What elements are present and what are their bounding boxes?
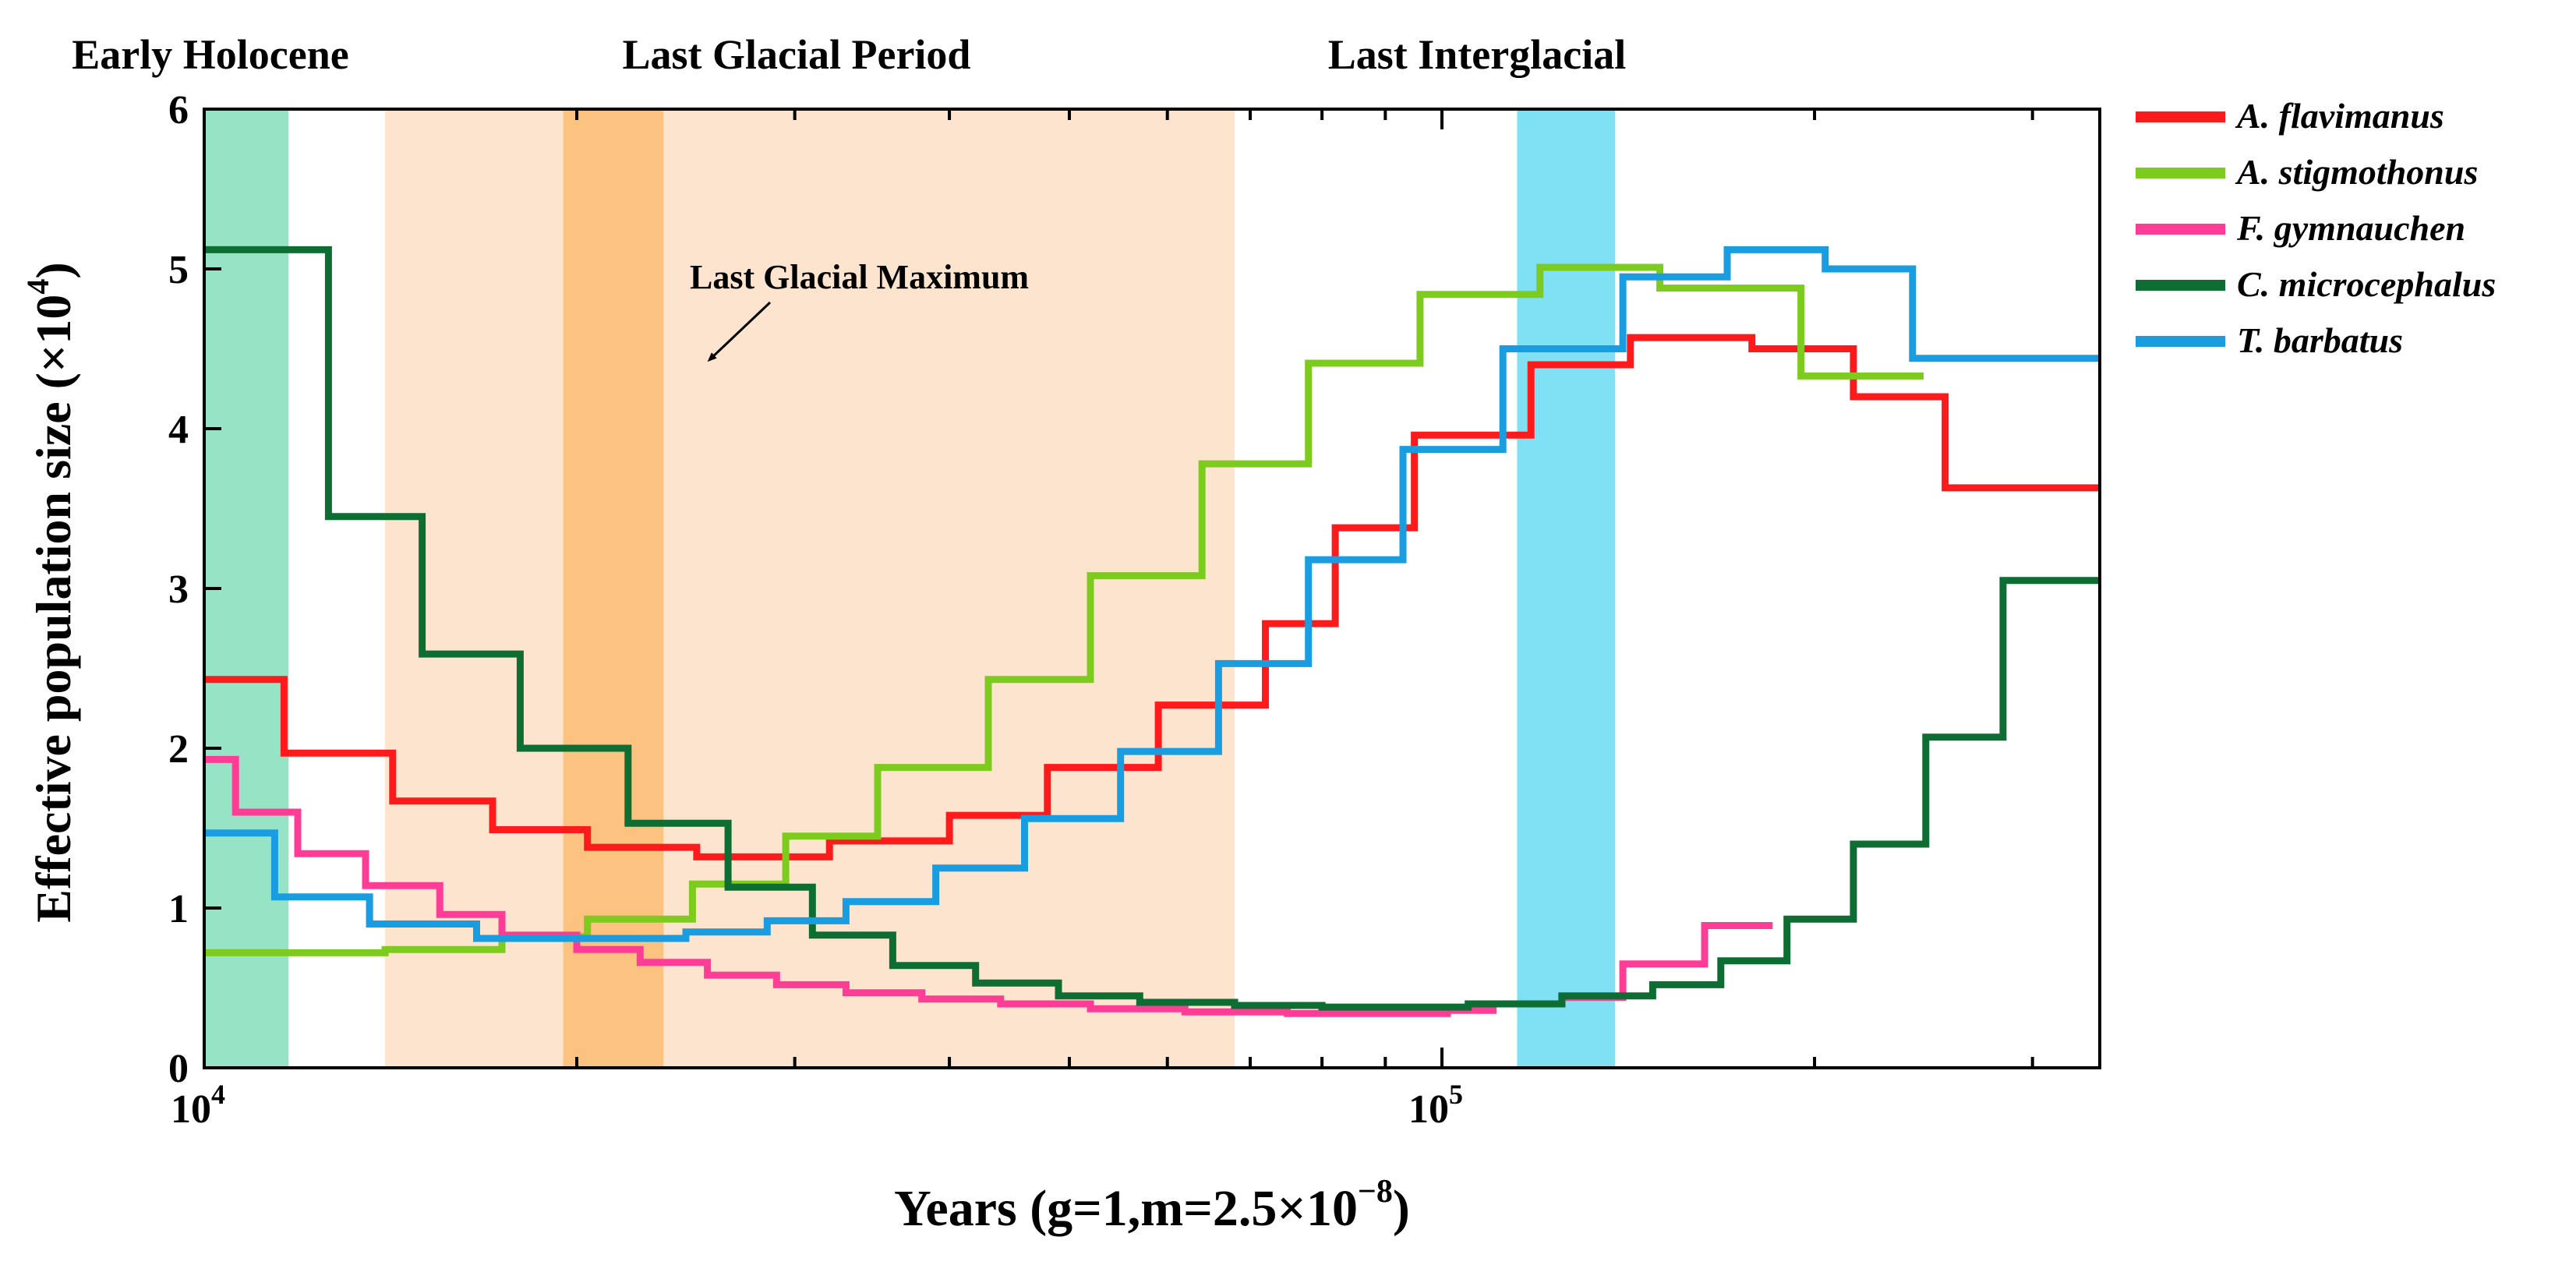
period-label-early-holocene: Early Holocene (72, 31, 348, 78)
series-line-a-flavimanus (204, 334, 2100, 860)
legend-label-f-gymnauchen: F. gymnauchen (2236, 208, 2465, 248)
y-tick-label-6: 6 (168, 88, 189, 133)
band-3 (1517, 109, 1616, 1068)
y-tick-label-1: 1 (168, 887, 189, 931)
y-axis-ticks: 0 1 2 3 4 5 6 (168, 88, 221, 1091)
y-axis-label: Effective population size (×104) (20, 262, 81, 922)
legend-item-a-stigmothonus: A. stigmothonus (2136, 152, 2478, 192)
x-axis-ticks: 104 105 (171, 109, 2034, 1132)
legend-item-f-gymnauchen: F. gymnauchen (2136, 208, 2465, 248)
annotation-last-glacial-maximum: Last Glacial Maximum (690, 258, 1029, 296)
series-lines (204, 246, 2100, 1017)
legend-label-a-stigmothonus: A. stigmothonus (2235, 152, 2478, 192)
series-line-t-barbatus (204, 246, 2100, 942)
y-tick-label-5: 5 (168, 248, 189, 292)
period-label-last-interglacial: Last Interglacial (1328, 31, 1626, 78)
x-tick-label-10000: 104 (171, 1079, 225, 1132)
legend-label-a-flavimanus: A. flavimanus (2235, 96, 2444, 136)
series-line-c-microcephalus (204, 246, 2100, 1011)
annotation-arrow (707, 301, 772, 362)
y-tick-label-3: 3 (168, 567, 189, 612)
y-tick-label-4: 4 (168, 408, 189, 452)
legend-item-t-barbatus: T. barbatus (2136, 320, 2403, 360)
y-tick-label-2: 2 (168, 727, 189, 772)
y-tick-label-0: 0 (168, 1047, 189, 1091)
legend-item-a-flavimanus: A. flavimanus (2136, 96, 2444, 136)
period-label-last-glacial-period: Last Glacial Period (623, 31, 971, 78)
legend: A. flavimanus A. stigmothonus F. gymnauc… (2136, 96, 2496, 360)
x-tick-label-100000: 105 (1408, 1079, 1463, 1132)
band-2 (563, 109, 664, 1068)
x-axis-label: Years (g=1,m=2.5×10−8) (894, 1174, 1410, 1237)
legend-label-c-microcephalus: C. microcephalus (2237, 264, 2496, 304)
legend-label-t-barbatus: T. barbatus (2237, 320, 2403, 360)
legend-item-c-microcephalus: C. microcephalus (2136, 264, 2496, 304)
